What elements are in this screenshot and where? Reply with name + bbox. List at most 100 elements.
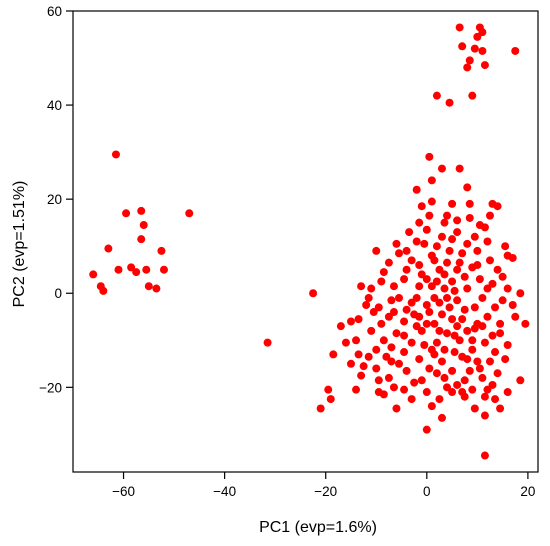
data-point <box>445 303 454 312</box>
data-point <box>465 199 474 208</box>
data-point <box>465 213 474 222</box>
data-point <box>422 388 431 397</box>
data-point <box>157 246 166 255</box>
x-tick-label: 20 <box>520 484 535 499</box>
data-point <box>480 411 489 420</box>
data-point <box>443 329 452 338</box>
data-point <box>99 286 108 295</box>
data-point <box>470 324 479 333</box>
data-point <box>478 373 487 382</box>
data-point <box>453 380 462 389</box>
data-point <box>420 340 429 349</box>
data-point <box>402 305 411 314</box>
data-point <box>480 338 489 347</box>
data-point <box>427 402 436 411</box>
data-point <box>417 376 426 385</box>
data-point <box>382 352 391 361</box>
data-point <box>470 303 479 312</box>
data-point <box>369 308 378 317</box>
data-point <box>440 284 449 293</box>
x-tick-label: 0 <box>423 484 431 499</box>
data-point <box>493 369 502 378</box>
data-point <box>127 263 136 272</box>
data-point <box>346 317 355 326</box>
data-point <box>496 329 505 338</box>
data-point <box>435 298 444 307</box>
data-point <box>478 322 487 331</box>
data-point <box>460 376 469 385</box>
data-point <box>400 331 409 340</box>
data-point <box>440 373 449 382</box>
data-point <box>450 331 459 340</box>
data-point <box>432 277 441 286</box>
data-point <box>501 355 510 364</box>
data-point <box>501 242 510 251</box>
data-point <box>395 359 404 368</box>
data-point <box>329 350 338 359</box>
data-point <box>372 345 381 354</box>
data-point <box>111 150 120 159</box>
data-point <box>443 258 452 267</box>
data-point <box>453 216 462 225</box>
data-point <box>415 282 424 291</box>
data-point <box>152 284 161 293</box>
data-point <box>463 284 472 293</box>
data-point <box>450 348 459 357</box>
data-point <box>440 345 449 354</box>
data-point <box>450 286 459 295</box>
data-point <box>122 209 131 218</box>
data-point <box>475 275 484 284</box>
data-point <box>432 338 441 347</box>
data-point <box>420 239 429 248</box>
data-point <box>389 383 398 392</box>
data-point <box>405 228 414 237</box>
data-point <box>425 211 434 220</box>
data-point <box>346 359 355 368</box>
data-point <box>455 23 464 32</box>
data-point <box>430 319 439 328</box>
data-point <box>139 221 148 230</box>
data-point <box>364 293 373 302</box>
data-point <box>473 32 482 41</box>
data-point <box>407 256 416 265</box>
data-point <box>453 228 462 237</box>
data-point <box>263 338 272 347</box>
data-point <box>485 357 494 366</box>
data-point <box>412 185 421 194</box>
y-tick-label: 60 <box>47 4 62 19</box>
data-point <box>483 284 492 293</box>
x-tick-label: −20 <box>314 484 337 499</box>
data-point <box>475 364 484 373</box>
data-point <box>384 258 393 267</box>
data-point <box>445 246 454 255</box>
data-point <box>367 284 376 293</box>
data-point <box>407 395 416 404</box>
data-point <box>478 293 487 302</box>
data-point <box>341 338 350 347</box>
data-point <box>493 265 502 274</box>
data-point <box>427 197 436 206</box>
data-point <box>435 326 444 335</box>
data-point <box>392 404 401 413</box>
data-point <box>392 329 401 338</box>
data-point <box>377 319 386 328</box>
data-point <box>463 183 472 192</box>
data-point <box>407 338 416 347</box>
data-point <box>425 364 434 373</box>
data-point <box>491 348 500 357</box>
data-point <box>478 28 487 37</box>
data-point <box>488 331 497 340</box>
data-point <box>521 319 530 328</box>
data-point <box>516 289 525 298</box>
data-point <box>309 289 318 298</box>
data-point <box>445 98 454 107</box>
data-point <box>470 232 479 241</box>
data-point <box>455 164 464 173</box>
data-point <box>422 301 431 310</box>
data-point <box>142 265 151 274</box>
data-point <box>387 343 396 352</box>
data-point <box>374 376 383 385</box>
data-point <box>407 298 416 307</box>
data-point <box>410 310 419 319</box>
data-point <box>324 385 333 394</box>
